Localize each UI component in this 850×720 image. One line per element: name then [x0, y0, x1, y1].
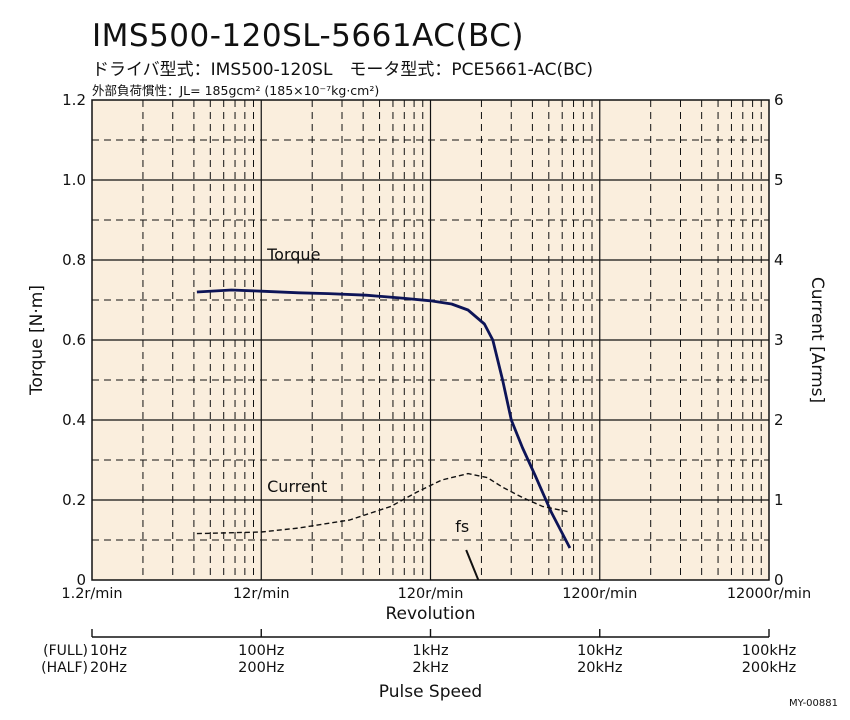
x-tick-label: 120r/min — [398, 586, 464, 602]
x-axis-label: Revolution — [385, 604, 475, 624]
x-tick-label: 1200r/min — [562, 586, 637, 602]
pulse-speed-full-label: 10kHz — [577, 643, 622, 659]
pulse-speed-half-label: 2kHz — [412, 660, 448, 676]
x-tick-label: 12000r/min — [727, 586, 811, 602]
y-left-tick-label: 1.0 — [62, 171, 86, 189]
pulse-speed-half-label: 20kHz — [577, 660, 622, 676]
chart-subtitle: ドライバ型式：IMS500-120SL モータ型式：PCE5661-AC(BC) — [92, 60, 594, 80]
half-step-row-label: (HALF) — [41, 660, 88, 676]
y-right-tick-label: 3 — [774, 331, 784, 349]
y-left-tick-label: 0.8 — [62, 251, 86, 269]
plot-frame — [91, 99, 770, 581]
pulse-speed-full-label: 1kHz — [412, 643, 448, 659]
torque-series-line — [196, 288, 572, 549]
y-right-tick-label: 6 — [774, 91, 784, 109]
pulse-speed-half-label: 20Hz — [90, 660, 127, 676]
annotation-torque: Torque — [266, 245, 320, 264]
load-inertia-note: 外部負荷慣性：JL= 185gcm² (185×10⁻⁷kg·cm²) — [92, 83, 380, 98]
y-left-tick-label: 1.2 — [62, 91, 86, 109]
y-left-tick-label: 0.4 — [62, 411, 86, 429]
y-right-tick-label: 2 — [774, 411, 784, 429]
pulse-speed-half-label: 200Hz — [238, 660, 284, 676]
full-step-row-label: (FULL) — [43, 643, 88, 659]
y-left-axis-label: Torque [N·m] — [27, 285, 47, 396]
y-right-tick-label: 1 — [774, 491, 784, 509]
y-left-tick-label: 0.6 — [62, 331, 86, 349]
figure-code: MY-00881 — [789, 698, 838, 709]
x-tick-label: 1.2r/min — [61, 586, 122, 602]
annotation-fs: fs — [455, 517, 469, 536]
pulse-speed-axis-label: Pulse Speed — [379, 682, 482, 702]
pulse-speed-full-label: 100Hz — [238, 643, 284, 659]
pulse-speed-half-label: 200kHz — [742, 660, 797, 676]
y-right-tick-label: 0 — [774, 571, 784, 589]
pulse-speed-full-label: 10Hz — [90, 643, 127, 659]
y-left-tick-label: 0 — [76, 571, 86, 589]
y-right-tick-label: 4 — [774, 251, 784, 269]
x-tick-label: 12r/min — [233, 586, 290, 602]
chart-title: IMS500-120SL-5661AC(BC) — [92, 18, 524, 54]
y-right-axis-label: Current [Arms] — [807, 277, 827, 403]
annotation-current: Current — [267, 477, 327, 496]
y-right-tick-label: 5 — [774, 171, 784, 189]
pulse-speed-full-label: 100kHz — [742, 643, 797, 659]
y-left-tick-label: 0.2 — [62, 491, 86, 509]
fs-marker-line — [465, 549, 480, 581]
